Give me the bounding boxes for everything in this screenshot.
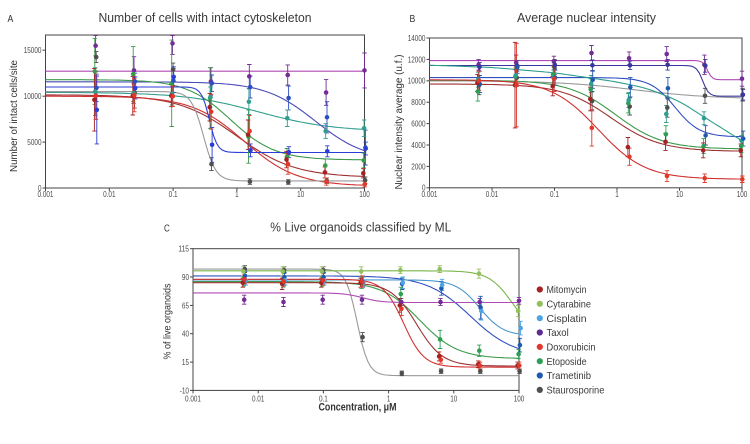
svg-text:A: A (8, 14, 14, 25)
svg-text:Trametinib: Trametinib (547, 370, 592, 382)
svg-text:0: 0 (422, 184, 426, 193)
svg-text:10000: 10000 (24, 92, 42, 101)
svg-text:0: 0 (38, 184, 42, 193)
svg-text:10000: 10000 (408, 77, 426, 86)
svg-text:Concentration, μM: Concentration, μM (319, 402, 397, 414)
svg-text:4000: 4000 (411, 141, 426, 150)
svg-text:100: 100 (737, 190, 748, 199)
svg-text:5000: 5000 (27, 138, 42, 147)
svg-text:100: 100 (514, 395, 525, 404)
svg-text:Staurosporine: Staurosporine (547, 385, 605, 397)
svg-text:2000: 2000 (411, 162, 426, 171)
svg-text:% of live organoids: % of live organoids (163, 284, 174, 360)
svg-text:0.001: 0.001 (422, 190, 438, 199)
svg-text:0.001: 0.001 (185, 395, 201, 404)
svg-text:14000: 14000 (408, 34, 426, 43)
svg-text:1: 1 (615, 190, 619, 199)
svg-text:0.01: 0.01 (486, 190, 499, 199)
svg-text:15000: 15000 (24, 46, 42, 55)
svg-text:Cytarabine: Cytarabine (547, 299, 592, 311)
svg-text:-10: -10 (180, 386, 190, 395)
svg-text:100: 100 (359, 190, 370, 199)
svg-text:15: 15 (182, 358, 190, 367)
svg-text:B: B (410, 14, 416, 25)
svg-text:C: C (164, 224, 170, 235)
svg-text:Cisplatin: Cisplatin (547, 313, 587, 325)
svg-text:0.1: 0.1 (319, 395, 328, 404)
svg-text:12000: 12000 (408, 55, 426, 64)
svg-text:0.1: 0.1 (169, 190, 178, 199)
svg-text:Average nuclear intensity: Average nuclear intensity (517, 10, 656, 25)
svg-text:Doxorubicin: Doxorubicin (547, 342, 596, 354)
svg-text:115: 115 (178, 245, 189, 254)
svg-text:Number of cells with intact cy: Number of cells with intact cytoskeleton (99, 10, 312, 25)
svg-text:Number of intact cells/site: Number of intact cells/site (9, 60, 20, 172)
svg-text:8000: 8000 (411, 98, 426, 107)
svg-text:1: 1 (387, 395, 391, 404)
svg-text:% Live organoids classified by: % Live organoids classified by ML (270, 220, 451, 235)
svg-text:Etoposide: Etoposide (547, 356, 587, 368)
svg-text:90: 90 (182, 273, 190, 282)
svg-text:10: 10 (297, 190, 305, 199)
svg-text:Taxol: Taxol (547, 327, 569, 339)
svg-text:0.01: 0.01 (103, 190, 116, 199)
svg-text:10: 10 (676, 190, 684, 199)
svg-text:Nuclear intensity average (u.f: Nuclear intensity average (u.f.) (394, 55, 405, 190)
svg-text:6000: 6000 (411, 120, 426, 129)
svg-text:0.1: 0.1 (550, 190, 559, 199)
svg-text:Mitomycin: Mitomycin (547, 284, 587, 296)
svg-text:40: 40 (182, 330, 190, 339)
svg-text:10: 10 (450, 395, 458, 404)
svg-text:0.01: 0.01 (252, 395, 265, 404)
svg-text:1: 1 (235, 190, 239, 199)
svg-text:65: 65 (182, 301, 190, 310)
svg-text:0.001: 0.001 (38, 190, 54, 199)
